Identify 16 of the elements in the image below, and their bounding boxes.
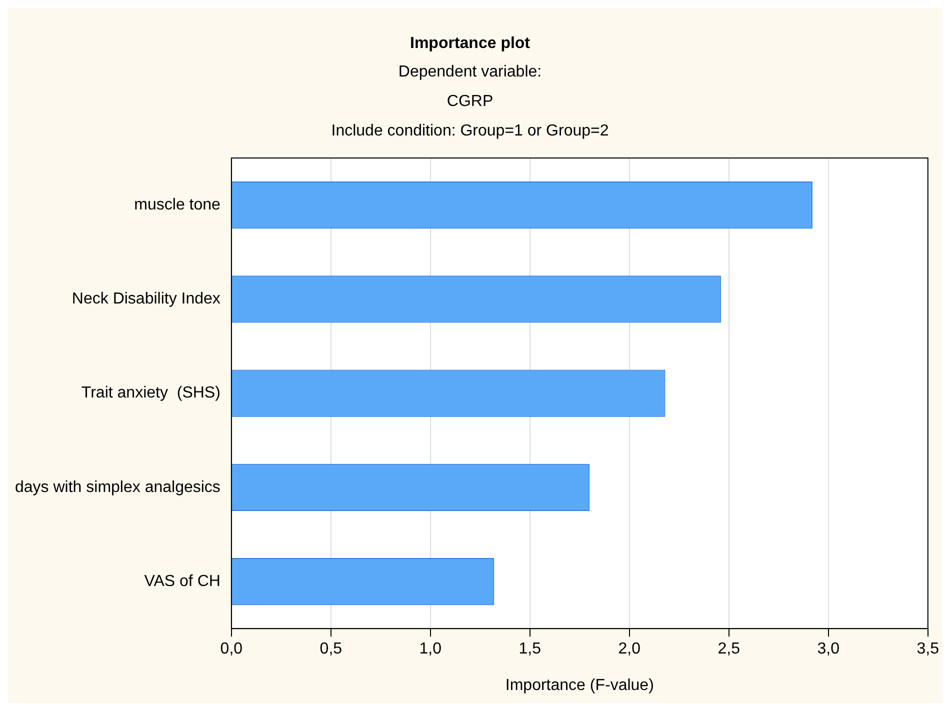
y-tick-label: muscle tone <box>134 196 221 214</box>
chart-title: Importance plot <box>410 35 531 52</box>
chart-subtitle: Dependent variable: CGRP Include condition: Group=1 or Group=2 <box>331 63 609 140</box>
x-tick-label: 2,5 <box>718 640 740 658</box>
y-tick-label: Neck Disability Index <box>72 290 220 308</box>
x-tick-label: 3,5 <box>916 640 940 658</box>
y-tick-label: VAS of CH <box>144 572 220 590</box>
x-tick-label: 0,5 <box>320 640 342 658</box>
y-tick-label: Trait anxiety (SHS) <box>81 384 220 402</box>
y-tick-label: days with simplex analgesics <box>15 478 220 496</box>
x-tick-label: 2,0 <box>618 640 641 658</box>
x-tick-label: 3,0 <box>817 640 840 658</box>
x-tick-label: 0,0 <box>220 640 243 658</box>
x-tick-label: 1,5 <box>518 640 542 658</box>
x-tick-label: 1,0 <box>419 640 442 658</box>
x-axis-title: Importance (F-value) <box>505 676 654 694</box>
